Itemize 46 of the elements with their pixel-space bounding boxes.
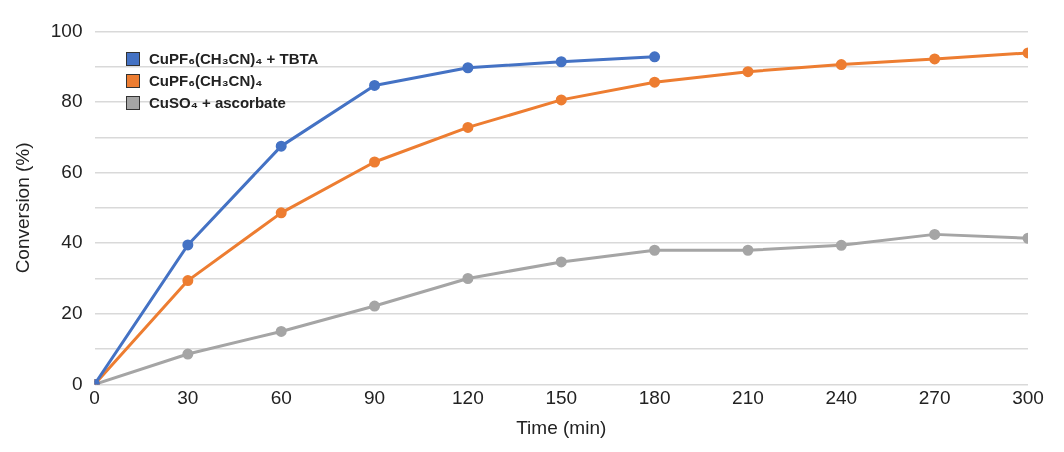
point <box>182 239 194 251</box>
point <box>555 256 567 268</box>
point <box>275 325 287 337</box>
y-tick-label: 40 <box>61 231 83 253</box>
point <box>649 244 661 256</box>
point <box>275 140 287 152</box>
x-tick-label: 0 <box>89 387 100 409</box>
legend-label: CuPF₆(CH₃CN)₄ <box>149 71 263 91</box>
point <box>835 239 847 251</box>
point <box>369 79 381 91</box>
y-tick-label: 100 <box>50 19 83 41</box>
x-tick-label: 240 <box>825 387 858 409</box>
x-axis-title: Time (min) <box>516 416 607 438</box>
legend-label: CuPF₆(CH₃CN)₄ + TBTA <box>149 49 319 69</box>
y-axis-title: Conversion (%) <box>11 142 33 274</box>
point <box>369 300 381 312</box>
point <box>835 59 847 71</box>
point <box>555 94 567 106</box>
point <box>182 348 194 360</box>
point <box>742 66 754 78</box>
x-tick-label: 120 <box>452 387 484 409</box>
point <box>742 244 754 256</box>
legend-label: CuSO₄ + ascorbate <box>149 93 286 113</box>
point <box>182 275 194 287</box>
point <box>462 62 474 74</box>
x-tick-label: 300 <box>1012 387 1044 409</box>
x-tick-label: 30 <box>177 387 199 409</box>
point <box>369 156 381 168</box>
y-tick-label: 0 <box>71 372 83 394</box>
point <box>555 56 567 68</box>
x-tick-label: 210 <box>732 387 764 409</box>
y-tick-label: 20 <box>61 302 83 324</box>
x-tick-label: 270 <box>918 387 951 409</box>
x-tick-label: 150 <box>545 387 578 409</box>
point <box>929 53 941 65</box>
point <box>649 76 661 88</box>
y-tick-label: 80 <box>61 90 83 112</box>
point <box>462 121 474 133</box>
point <box>275 207 287 219</box>
point <box>462 273 474 284</box>
x-tick-label: 90 <box>363 387 386 409</box>
point <box>649 51 661 63</box>
x-tick-label: 180 <box>638 387 671 409</box>
x-tick-label: 60 <box>270 387 292 409</box>
point <box>929 228 941 240</box>
y-tick-label: 60 <box>61 160 83 182</box>
